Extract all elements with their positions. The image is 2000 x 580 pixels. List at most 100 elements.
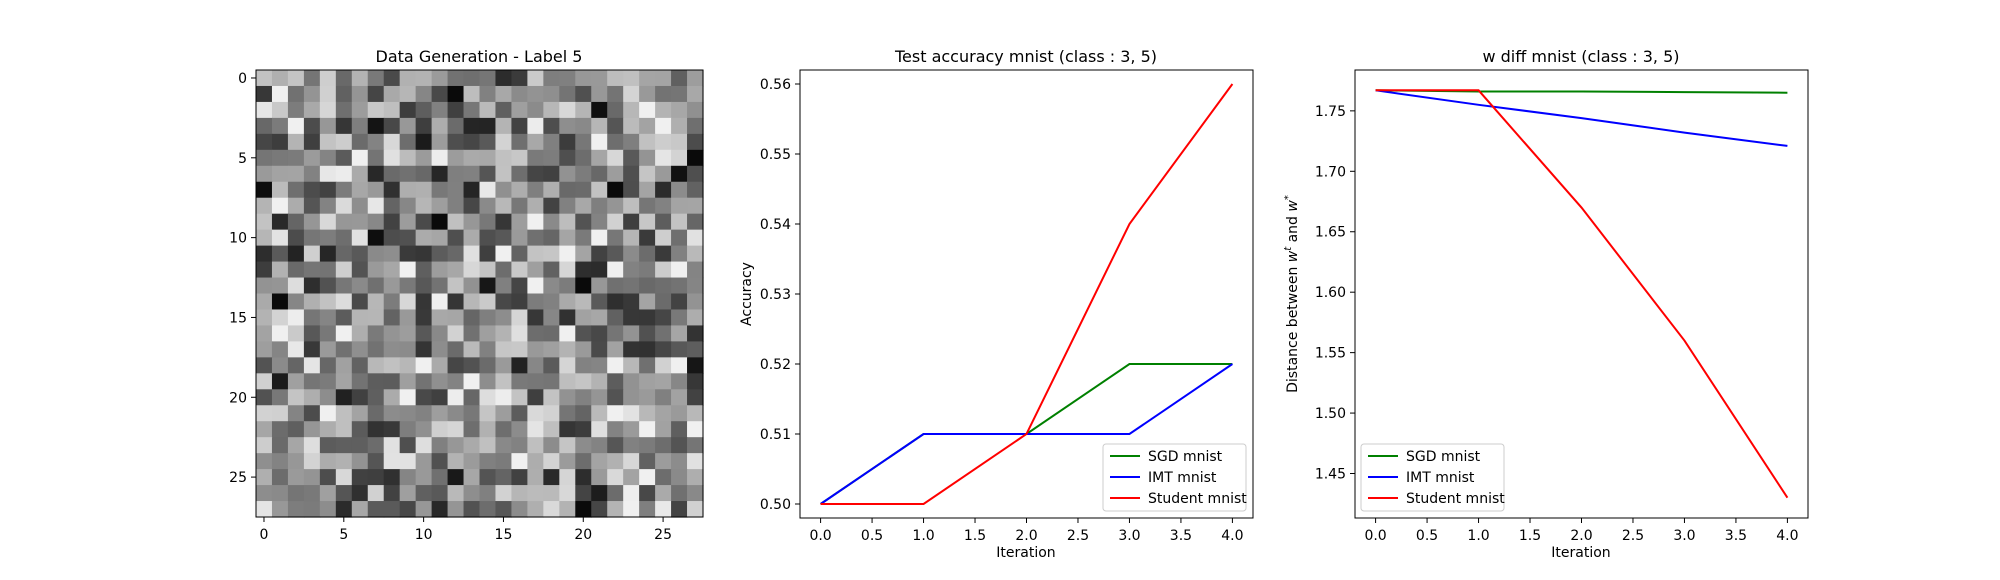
heatmap-cell <box>447 469 465 486</box>
heatmap-cell <box>383 70 401 87</box>
heatmap-cell <box>591 357 608 374</box>
heatmap-cell <box>671 309 688 327</box>
heatmap-cell <box>447 149 465 167</box>
heatmap-cell <box>287 405 305 422</box>
heatmap-cell <box>687 373 704 390</box>
heatmap-cell <box>575 117 592 135</box>
heatmap-cell <box>287 453 305 470</box>
heatmap-cell <box>303 389 321 406</box>
heatmap-cell <box>495 293 513 311</box>
heatmap-cell <box>655 261 672 279</box>
heatmap-cell <box>351 133 369 151</box>
heatmap-cell <box>671 149 688 167</box>
heatmap-cell <box>367 261 385 279</box>
heatmap-cell <box>607 197 624 215</box>
heatmap-x-ticks: 0 5 10 15 20 25 <box>260 517 672 543</box>
heatmap-cell <box>367 245 385 263</box>
heatmap-cell <box>575 437 592 454</box>
heatmap-cell <box>399 501 417 518</box>
heatmap-cell <box>271 117 289 135</box>
heatmap-cell <box>447 437 465 454</box>
heatmap-cell <box>431 469 449 486</box>
heatmap-cell <box>655 165 672 183</box>
heatmap-cell <box>463 453 481 470</box>
heatmap-cell <box>383 421 401 438</box>
heatmap-cell <box>383 245 401 263</box>
heatmap-cell <box>431 357 449 374</box>
heatmap-cell <box>383 213 401 231</box>
heatmap-cell <box>527 261 544 279</box>
heatmap-cell <box>271 341 289 358</box>
heatmap-cell <box>271 101 289 119</box>
heatmap-cell <box>271 245 289 263</box>
heatmap-cell <box>527 309 544 327</box>
heatmap-cell <box>687 469 704 486</box>
heatmap-cell <box>287 469 305 486</box>
heatmap-cell <box>335 485 353 502</box>
x-tick-label: 4.0 <box>1221 528 1243 544</box>
y-tick-label: 1.60 <box>1315 285 1346 301</box>
heatmap-cell <box>367 373 385 390</box>
heatmap-cell <box>511 213 528 231</box>
heatmap-cell <box>303 501 321 518</box>
heatmap-cell <box>575 389 592 406</box>
heatmap-cell <box>607 501 624 518</box>
x-tick-label: 2.0 <box>1015 528 1037 544</box>
x-tick-label: 3.0 <box>1118 528 1140 544</box>
accuracy-xlabel: Iteration <box>996 545 1055 561</box>
heatmap-cell <box>399 213 417 231</box>
heatmap-cell <box>256 117 273 135</box>
heatmap-cell <box>287 501 305 518</box>
heatmap-cell <box>575 469 592 486</box>
heatmap-cell <box>495 213 513 231</box>
heatmap-cell <box>431 213 449 231</box>
heatmap-cell <box>687 293 704 311</box>
wdiff-series <box>1375 89 1789 499</box>
heatmap-cell <box>575 485 592 502</box>
heatmap-cell <box>575 453 592 470</box>
heatmap-cell <box>495 149 513 167</box>
heatmap-cell <box>335 469 353 486</box>
heatmap-cell <box>479 389 497 406</box>
heatmap-cell <box>383 389 401 406</box>
heatmap-cell <box>623 197 640 215</box>
heatmap-cell <box>671 373 688 390</box>
heatmap-cell <box>415 469 433 486</box>
heatmap-cell <box>591 341 608 358</box>
heatmap-cell <box>623 421 640 438</box>
heatmap-cell <box>256 277 273 295</box>
heatmap-cell <box>559 453 576 470</box>
heatmap-cell <box>463 165 481 183</box>
heatmap-cell <box>687 133 704 151</box>
heatmap-cell <box>447 293 465 311</box>
heatmap-cell <box>463 133 481 151</box>
heatmap-cell <box>511 341 528 358</box>
heatmap-cell <box>335 245 353 263</box>
heatmap-cell <box>271 149 289 167</box>
heatmap-cell <box>511 389 528 406</box>
heatmap-cell <box>559 165 576 183</box>
heatmap-cell <box>463 261 481 279</box>
heatmap-cell <box>399 133 417 151</box>
heatmap-cell <box>495 469 513 486</box>
heatmap-cell <box>575 133 592 151</box>
heatmap-cell <box>383 309 401 327</box>
heatmap-cell <box>447 165 465 183</box>
heatmap-cell <box>256 261 273 279</box>
heatmap-cell <box>319 101 337 119</box>
heatmap-cell <box>575 277 592 295</box>
heatmap-cell <box>495 437 513 454</box>
series-line-imt-mnist <box>1375 89 1788 147</box>
heatmap-cell <box>431 229 449 247</box>
heatmap-cell <box>463 341 481 358</box>
heatmap-cell <box>511 101 528 119</box>
heatmap-cell <box>367 405 385 422</box>
heatmap-cell <box>687 213 704 231</box>
heatmap-cell <box>351 277 369 295</box>
heatmap-cell <box>543 293 560 311</box>
heatmap-cell <box>559 245 576 263</box>
heatmap-cell <box>511 85 528 103</box>
wdiff-y-ticks: 1.45 1.50 1.55 1.60 1.65 1.70 1.75 <box>1315 104 1355 483</box>
heatmap-cell <box>607 245 624 263</box>
heatmap-cell <box>431 261 449 279</box>
